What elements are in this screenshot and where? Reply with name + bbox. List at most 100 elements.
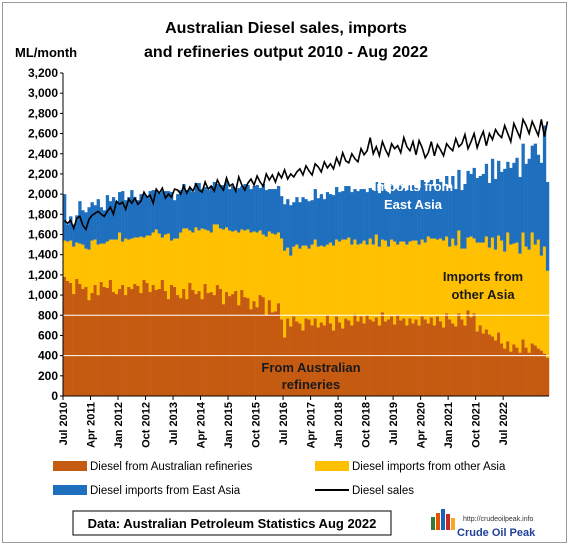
bar-segment-series2-25 [139, 194, 143, 237]
bar-segment-series0-4 [75, 278, 79, 396]
bar-segment-series0-9 [90, 293, 94, 396]
bar-segment-series0-104 [380, 312, 385, 396]
bar-segment-series1-55 [231, 231, 235, 295]
bar-segment-series0-149 [518, 352, 522, 396]
bar-segment-series2-59 [243, 184, 247, 231]
bar-segment-series1-33 [163, 234, 168, 292]
bar-segment-series0-51 [218, 289, 223, 396]
bar-segment-series0-96 [356, 321, 360, 396]
bar-segment-series0-2 [69, 282, 73, 396]
bar-segment-series2-62 [252, 186, 256, 232]
chart-frame: Australian Diesel sales, imports and ref… [2, 2, 567, 543]
logo-url: http://crudeoilpeak.info [463, 516, 534, 523]
bar-segment-series1-13 [102, 243, 107, 287]
bar-segment-series2-57 [237, 188, 241, 233]
bar-segment-series0-44 [197, 291, 201, 396]
bar-segment-series2-90 [338, 192, 342, 242]
bar-segment-series2-153 [530, 145, 534, 233]
bar-segment-series2-145 [506, 161, 510, 233]
bar-segment-series1-95 [353, 239, 357, 315]
bar-segment-series2-121 [432, 186, 437, 239]
y-tick-label-5: 1,000 [28, 288, 58, 302]
bar-segment-series0-62 [252, 301, 256, 396]
bar-segment-series0-97 [359, 316, 363, 396]
bar-segment-series1-85 [322, 246, 327, 326]
bar-segment-series1-29 [151, 232, 155, 285]
bar-segment-series2-14 [105, 195, 110, 242]
bar-segment-series1-153 [530, 232, 534, 344]
bar-segment-series1-87 [328, 242, 333, 324]
bar-segment-series0-91 [341, 328, 345, 396]
bar-segment-series0-78 [301, 330, 305, 396]
bar-segment-series1-142 [497, 235, 501, 333]
legend-label-refineries: Diesel from Australian refineries [90, 461, 253, 473]
bar-segment-series2-94 [350, 192, 354, 245]
bar-segment-series1-71 [280, 238, 284, 320]
x-tick-label-5: Apr 2014 [196, 401, 208, 448]
bar-segment-series2-41 [188, 188, 192, 231]
bar-segment-series2-111 [402, 188, 406, 242]
bar-segment-series1-63 [255, 232, 259, 308]
bar-segment-series0-107 [390, 316, 394, 396]
bar-segment-series2-86 [325, 192, 330, 245]
bar-segment-series0-57 [237, 305, 241, 396]
bar-segment-series1-70 [276, 232, 281, 304]
bar-segment-series0-16 [111, 292, 116, 396]
bar-segment-series1-132 [466, 237, 470, 311]
bar-segment-series0-154 [533, 345, 538, 396]
bar-segment-series0-25 [139, 293, 143, 396]
bar-segment-series1-109 [396, 244, 400, 316]
bar-segment-series1-42 [191, 232, 195, 291]
bar-segment-series1-57 [237, 232, 241, 306]
bar-segment-series1-136 [478, 242, 483, 326]
bar-segment-series2-74 [289, 205, 293, 256]
bar-segment-series1-122 [435, 239, 440, 317]
bar-segment-series1-44 [197, 230, 201, 292]
y-tick-label-10: 2,000 [28, 187, 58, 201]
bars-group [63, 125, 550, 396]
bar-segment-series2-4 [75, 215, 79, 243]
bar-segment-series2-79 [304, 199, 308, 246]
bar-segment-series2-21 [127, 197, 131, 240]
bar-segment-series0-45 [200, 299, 204, 396]
bar-segment-series2-110 [399, 184, 403, 242]
bar-segment-series2-77 [298, 202, 302, 249]
y-tick-label-3: 600 [38, 328, 58, 342]
bar-segment-series1-60 [246, 229, 250, 299]
bar-segment-series0-157 [542, 353, 547, 396]
bar-segment-series1-72 [283, 250, 287, 338]
bar-segment-series0-102 [374, 317, 379, 396]
bar-segment-series0-128 [454, 326, 458, 396]
bar-segment-series0-47 [206, 293, 210, 396]
bar-segment-series2-147 [512, 162, 516, 244]
bar-segment-series1-74 [289, 255, 293, 327]
y-tick-labels: 0 200 400 600 800 1,000 1,200 1,400 1,600 1,800 2,… [28, 66, 58, 403]
bar-segment-series2-49 [212, 182, 217, 225]
bar-segment-series2-119 [426, 182, 431, 237]
bar-segment-series0-13 [102, 286, 107, 396]
bar-segment-series1-140 [490, 237, 495, 337]
bar-segment-series1-19 [121, 241, 125, 285]
bar-segment-series0-71 [280, 319, 284, 396]
bar-segment-series2-71 [280, 196, 284, 239]
bar-segment-series2-55 [231, 186, 235, 232]
bar-segment-series0-1 [66, 280, 70, 396]
bar-segment-series0-10 [93, 284, 97, 396]
bar-segment-series1-146 [509, 244, 513, 352]
bar-segment-series1-27 [145, 235, 149, 283]
bar-segment-series2-136 [478, 175, 483, 243]
bar-segment-series2-58 [240, 186, 244, 230]
bar-segment-series1-56 [234, 230, 238, 292]
bar-segment-series0-83 [316, 327, 321, 396]
bar-segment-series1-7 [84, 248, 88, 287]
y-tick-label-9: 1,800 [28, 207, 58, 221]
bar-segment-series1-1 [66, 241, 70, 281]
bar-segment-series1-103 [377, 246, 382, 326]
bar-segment-series2-127 [451, 175, 455, 239]
bar-segment-series1-78 [301, 245, 305, 331]
bar-segment-series2-150 [521, 143, 525, 233]
legend-swatch-east-asia [53, 485, 87, 495]
bar-segment-series1-39 [182, 228, 186, 289]
bar-segment-series1-144 [503, 251, 507, 349]
y-tick-label-11: 2,200 [28, 167, 58, 181]
